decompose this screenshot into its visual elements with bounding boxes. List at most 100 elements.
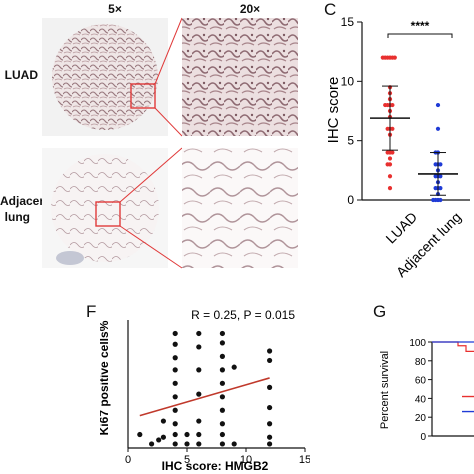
panel-f-point [172, 431, 178, 438]
panel-c-point [431, 197, 436, 203]
panel-f-point [196, 391, 202, 397]
panel-f-point [172, 441, 178, 447]
row-label-luad: LUAD [4, 68, 38, 82]
panel-g-ytick-label: 0 [420, 432, 426, 443]
col-header-20x: 20× [239, 2, 261, 16]
panel-f-point [160, 418, 166, 424]
panel-f-point [267, 434, 273, 440]
panel-f-point [219, 380, 225, 386]
panel-f-point [267, 348, 273, 354]
panel-g-ytick-label: 80 [415, 357, 427, 368]
panel-f-point [156, 437, 162, 443]
panel-c-point [433, 174, 438, 179]
panel-c-point [435, 102, 441, 108]
row-label-lung: lung [4, 210, 30, 224]
panel-f-point [172, 380, 178, 386]
panel-f-point [219, 407, 225, 413]
panel-f-point [267, 357, 273, 364]
panel-c-ylabel: IHC score [325, 77, 342, 144]
panel-f-point [172, 355, 178, 361]
panel-c-point [433, 162, 438, 167]
panel-g-ytick-label: 100 [409, 338, 426, 349]
panel-f-point [172, 341, 178, 347]
panel-c-point [387, 186, 393, 191]
luad-zoom-line-bottom [154, 107, 183, 137]
panel-f-point [267, 404, 273, 411]
panel-f-point [219, 353, 225, 359]
panel-f-point [196, 431, 202, 438]
panel-f-point [219, 431, 225, 438]
panel-c-point [438, 162, 443, 167]
panel-g-curve-high [432, 341, 474, 352]
panel-letter-f: F [86, 302, 97, 321]
panel-c-point [390, 102, 395, 108]
col-header-5x: 5× [108, 2, 122, 16]
panel-c-point [433, 186, 438, 191]
adjacent-5x-core [51, 154, 159, 262]
panel-f-point [172, 421, 178, 427]
panel-c-point [380, 55, 385, 60]
histology-panel [42, 17, 298, 269]
panel-f-ylabel: Ki67 positive cells% [100, 320, 111, 435]
panel-f-point [267, 441, 273, 447]
panel-letter-c: C [324, 0, 337, 19]
luad-5x-core [52, 24, 158, 130]
panel-f-point [267, 384, 273, 390]
panel-f-point [219, 441, 225, 447]
panel-f-point [160, 434, 166, 440]
panel-f-xtick-label: 0 [125, 454, 131, 466]
panel-g-ytick-label: 60 [415, 376, 427, 387]
significance-bracket [387, 33, 453, 38]
panel-c-point [387, 156, 393, 161]
significance-stars: **** [411, 19, 430, 33]
panel-f-point [196, 344, 202, 350]
panel-f-xlabel: IHC score: HMGB2 [162, 459, 269, 473]
panel-c-point [438, 186, 443, 191]
panel-c-ytick-label: 5 [347, 134, 354, 148]
panel-c-xlabel-luad: LUAD [382, 209, 420, 247]
panel-f-point [219, 394, 225, 400]
panel-f-xtick-label: 5 [184, 454, 190, 466]
panel-c-point [385, 162, 390, 167]
panel-c-point [438, 174, 443, 179]
panel-f-point [231, 441, 237, 447]
panel-f-point [267, 421, 273, 427]
panel-c-ytick-label: 0 [347, 193, 354, 207]
panel-f-point [219, 367, 225, 373]
panel-f-trend-line [139, 377, 270, 417]
panel-f-point [172, 367, 178, 373]
panel-f-point [196, 330, 202, 337]
panel-f-point [219, 421, 225, 427]
panel-f-point [196, 441, 202, 447]
panel-c-ytick-label: 10 [341, 74, 355, 88]
panel-f-point [172, 394, 178, 400]
adjacent-zoom-line-bottom [119, 225, 183, 269]
panel-c-point [435, 126, 441, 131]
panel-f-point [149, 441, 155, 447]
panel-c-point [438, 197, 443, 203]
panel-f-point [184, 441, 190, 447]
panel-f-point [219, 330, 225, 337]
panel-f-point [172, 407, 178, 413]
panel-f-chart: Ki67 positive cells% R = 0.25, P = 0.015… [100, 308, 310, 473]
adjacent-zoom-line-top [119, 147, 183, 203]
panel-f-point [137, 431, 143, 438]
panel-f-point [172, 330, 178, 337]
panel-f-point [219, 340, 225, 346]
panel-c-point [383, 102, 388, 108]
panel-f-xtick-label: 15 [299, 454, 310, 466]
panel-g-chart: Percent survival 0 20 40 60 80 100 [379, 338, 474, 443]
panel-f-point [196, 418, 202, 424]
luad-zoom-line-top [154, 17, 183, 85]
panel-f-point [196, 367, 202, 373]
panel-c-point [385, 150, 390, 155]
panel-f-point [184, 431, 190, 438]
panel-f-xtick-label: 10 [240, 454, 252, 466]
panel-c-point [387, 174, 393, 179]
luad-zoom-box [130, 83, 156, 109]
adjacent-zoom-box [95, 201, 121, 227]
luad-20x-image [182, 18, 298, 136]
panel-f-stat: R = 0.25, P = 0.015 [191, 308, 295, 322]
panel-c-point [385, 126, 390, 131]
